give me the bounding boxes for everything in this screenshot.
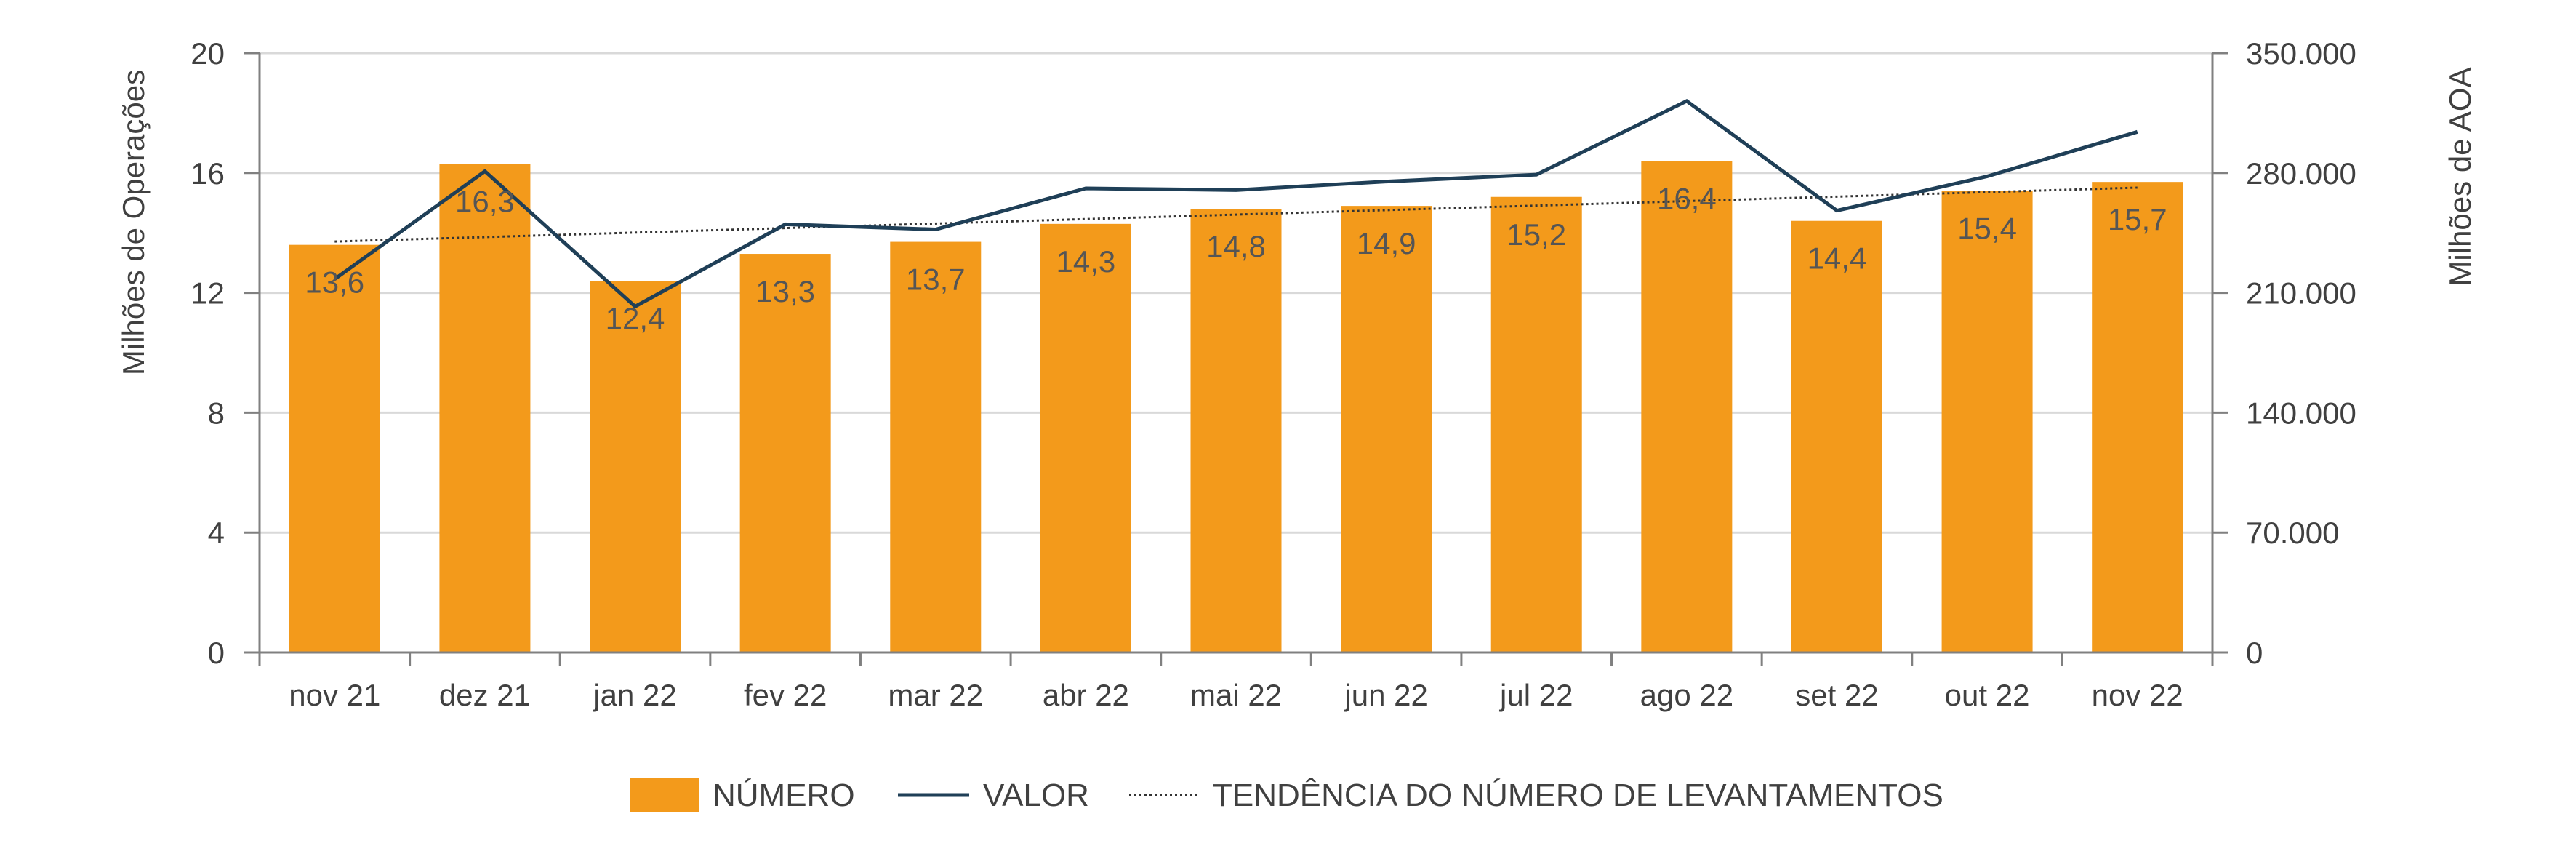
valor-line <box>333 99 2138 309</box>
y-left-tick-label: 4 <box>208 516 225 550</box>
legend-label-tendencia: TENDÊNCIA DO NÚMERO DE LEVANTAMENTOS <box>1213 778 1943 813</box>
y-right-tick-label: 210.000 <box>2246 276 2356 311</box>
bar-ago-22 <box>1641 161 1733 652</box>
x-tick-label: set 22 <box>1795 678 1878 712</box>
bar-nov-22 <box>2092 182 2183 652</box>
y-right-axis-title: Milhões de AOA <box>2443 67 2477 286</box>
y-left-axis-title: Milhões de Operações <box>116 70 151 375</box>
trendline-series <box>334 186 2138 243</box>
bar-jun-22 <box>1341 206 1432 652</box>
data-label: 13,7 <box>906 263 966 297</box>
x-tick-label: abr 22 <box>1043 678 1129 712</box>
x-tick-label: nov 21 <box>289 678 380 712</box>
data-label: 15,2 <box>1506 217 1566 252</box>
data-label: 16,4 <box>1657 181 1717 215</box>
legend-swatch-numero <box>630 778 699 812</box>
data-label: 16,3 <box>455 184 515 218</box>
bar-mar-22 <box>890 241 982 652</box>
bar-jul-22 <box>1490 196 1582 652</box>
x-tick-label: out 22 <box>1945 678 2030 712</box>
bar-set-22 <box>1791 220 1882 653</box>
y-left-tick-label: 16 <box>190 156 225 191</box>
y-left-tick-label: 8 <box>208 396 225 430</box>
bar-out-22 <box>1941 191 2033 652</box>
bar-dez-21 <box>439 164 531 652</box>
data-label: 14,3 <box>1056 244 1116 279</box>
bar-fev-22 <box>739 254 831 652</box>
y-right-tick-label: 280.000 <box>2246 156 2356 191</box>
data-label: 12,4 <box>606 301 665 335</box>
x-tick-label: fev 22 <box>744 678 827 712</box>
y-right-tick-label: 350.000 <box>2246 36 2356 71</box>
axes: 0 4 8 12 16 20 0 70.000 140.000 210.000 280.000 350… <box>190 36 2356 712</box>
data-label: 14,8 <box>1206 229 1266 263</box>
x-tick-label: ago 22 <box>1640 678 1733 712</box>
y-left-tick-label: 20 <box>190 36 225 71</box>
x-tick-label: mai 22 <box>1190 678 1282 712</box>
x-tick-label: dez 21 <box>439 678 531 712</box>
bar-jan-22 <box>590 281 681 652</box>
y-right-tick-label: 0 <box>2246 636 2263 670</box>
data-label: 15,4 <box>1957 212 2017 246</box>
y-right-tick-label: 140.000 <box>2246 396 2356 430</box>
x-tick-label: nov 22 <box>2092 678 2183 712</box>
x-tick-label: mar 22 <box>888 678 983 712</box>
bar-data-labels: 13,6 16,3 12,4 13,3 13,7 14,3 14,8 14,9 15,2 16,4… <box>305 181 2167 335</box>
bar-abr-22 <box>1040 223 1131 653</box>
data-label: 14,4 <box>1807 241 1867 276</box>
data-label: 13,6 <box>305 265 364 300</box>
legend-label-numero: NÚMERO <box>713 778 855 813</box>
x-tick-label: jun 22 <box>1343 678 1427 712</box>
x-tick-label: jan 22 <box>592 678 676 712</box>
data-label: 15,7 <box>2108 202 2167 236</box>
y-left-tick-label: 0 <box>208 636 225 670</box>
bar-series-numero <box>289 161 2183 653</box>
bar-nov-21 <box>289 244 380 652</box>
y-right-tick-label: 70.000 <box>2246 516 2339 550</box>
x-tick-label: jul 22 <box>1498 678 1573 712</box>
bar-mai-22 <box>1190 209 1282 652</box>
legend: NÚMERO VALOR TENDÊNCIA DO NÚMERO DE LEVA… <box>630 778 1943 813</box>
trendline <box>334 186 2138 243</box>
line-series-valor <box>333 99 2138 309</box>
legend-label-valor: VALOR <box>983 778 1089 813</box>
data-label: 14,9 <box>1357 226 1416 260</box>
data-label: 13,3 <box>755 274 815 308</box>
y-left-tick-label: 12 <box>190 276 225 311</box>
